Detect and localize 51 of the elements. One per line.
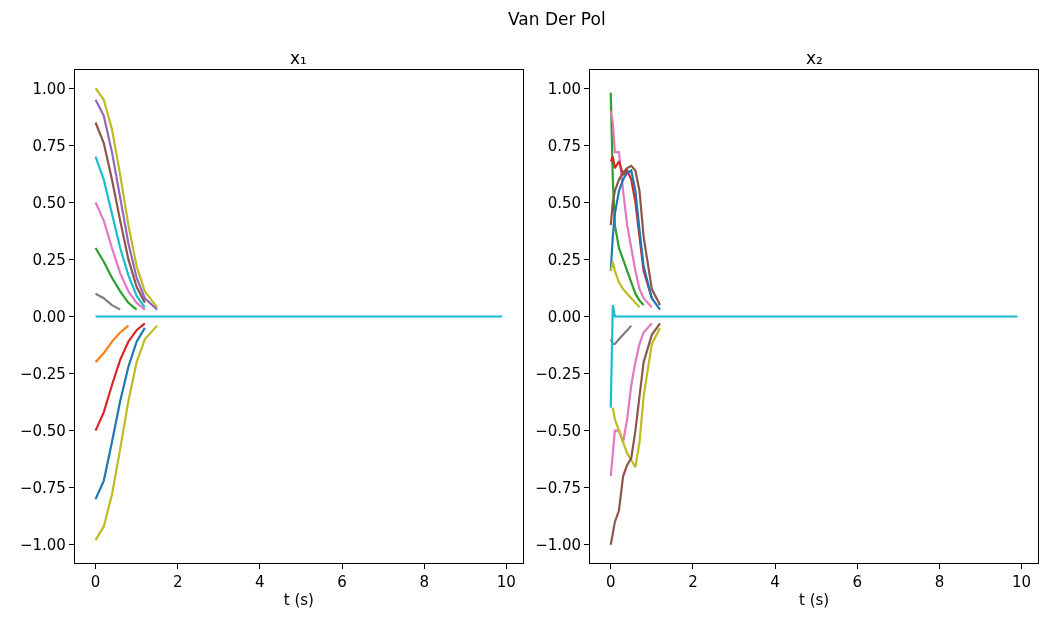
y-tick-label: 0.25 (547, 250, 582, 269)
x-tick-label: 2 (172, 573, 183, 592)
x-tick-label: 2 (688, 573, 698, 592)
text: Van Der Pol (508, 9, 606, 29)
y-tick-label: −0.50 (19, 421, 66, 440)
line-series (94, 322, 146, 432)
x-tick-label: 4 (770, 573, 780, 592)
y-tick-label: 0.00 (547, 307, 582, 326)
line-series (94, 324, 130, 364)
x-tick-label: 0 (605, 573, 616, 592)
chart-title: x₁ (290, 48, 307, 68)
line-series (609, 324, 633, 345)
line-series (611, 326, 662, 469)
line-series (609, 260, 641, 309)
y-tick-label: 0.25 (32, 250, 66, 269)
x-tick-label: 6 (852, 573, 863, 592)
x-tick-label: 6 (337, 573, 347, 592)
x-axis-title: t (s) (283, 591, 314, 610)
line-series (609, 322, 653, 478)
y-tick-label: −0.75 (19, 478, 66, 497)
line-series (609, 91, 645, 307)
y-tick-label: 1.00 (547, 79, 582, 98)
y-tick-label: −0.75 (535, 478, 582, 497)
y-tick-label: −1.00 (19, 535, 66, 554)
x-tick-label: 4 (255, 573, 265, 592)
y-tick-label: 0.00 (32, 307, 66, 326)
line-series (94, 246, 138, 311)
line-series (94, 155, 146, 309)
y-tick-label: 0.75 (32, 136, 66, 155)
line-series (609, 109, 653, 309)
x-tick-label: 10 (496, 573, 516, 592)
y-tick-label: 0.50 (547, 193, 582, 212)
y-tick-label: −0.25 (535, 364, 582, 383)
chart-title: x₂ (806, 48, 823, 68)
y-tick-label: 0.75 (547, 136, 582, 155)
x-axis-title: t (s) (799, 591, 830, 610)
y-tick-label: 1.00 (32, 79, 66, 98)
x-tick-label: 8 (934, 573, 945, 592)
y-tick-label: 0.50 (32, 193, 66, 212)
line-series (94, 324, 159, 542)
x-tick-label: 10 (1012, 573, 1032, 592)
x-tick-label: 0 (90, 573, 101, 592)
y-tick-label: −0.25 (19, 364, 66, 383)
y-tick-label: −1.00 (535, 535, 582, 554)
line-series (94, 201, 146, 311)
x-tick-label: 8 (419, 573, 429, 592)
line-series (94, 326, 146, 501)
line-series (94, 292, 122, 311)
line-series (94, 121, 146, 304)
line-series (609, 322, 662, 546)
y-tick-label: −0.50 (535, 421, 582, 440)
